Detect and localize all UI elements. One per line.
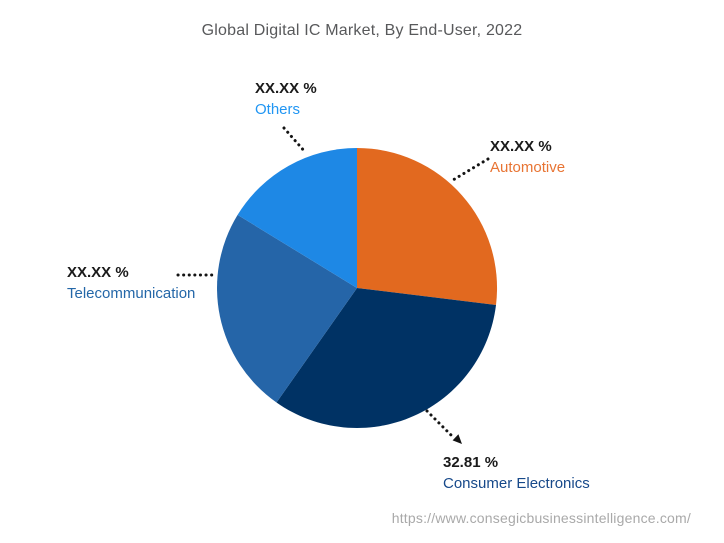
leader-line-consumer-electronics [425,409,454,438]
label-group-telecommunication: XX.XX % Telecommunication [67,262,195,304]
telecommunication-label: Telecommunication [67,285,196,302]
pie-slice-others[interactable] [237,148,357,288]
pie-slice-consumer-electronics[interactable] [276,288,497,428]
label-group-consumer-electronics: 32.81 % Consumer Electronics [443,452,590,494]
label-group-automotive: XX.XX % Automotive [490,136,565,178]
arrowhead-icon [452,434,462,444]
pie-slice-automotive[interactable] [357,148,498,305]
automotive-value: XX.XX % [490,138,552,155]
chart-title: Global Digital IC Market, By End-User, 2… [201,22,523,39]
consumer-electronics-value: 32.81 % [443,454,499,471]
leader-line-automotive [451,157,490,182]
source-url: https://www.consegicbusinessintelligence… [391,510,691,526]
consumer-electronics-label: Consumer Electronics [443,475,590,492]
others-value: XX.XX % [255,80,317,97]
label-group-others: XX.XX % Others [255,78,317,120]
automotive-label: Automotive [490,159,566,176]
leader-line-others [282,126,308,155]
others-label: Others [255,101,301,118]
telecommunication-value: XX.XX % [67,264,129,281]
pie-slice-telecommunication[interactable] [217,214,357,403]
